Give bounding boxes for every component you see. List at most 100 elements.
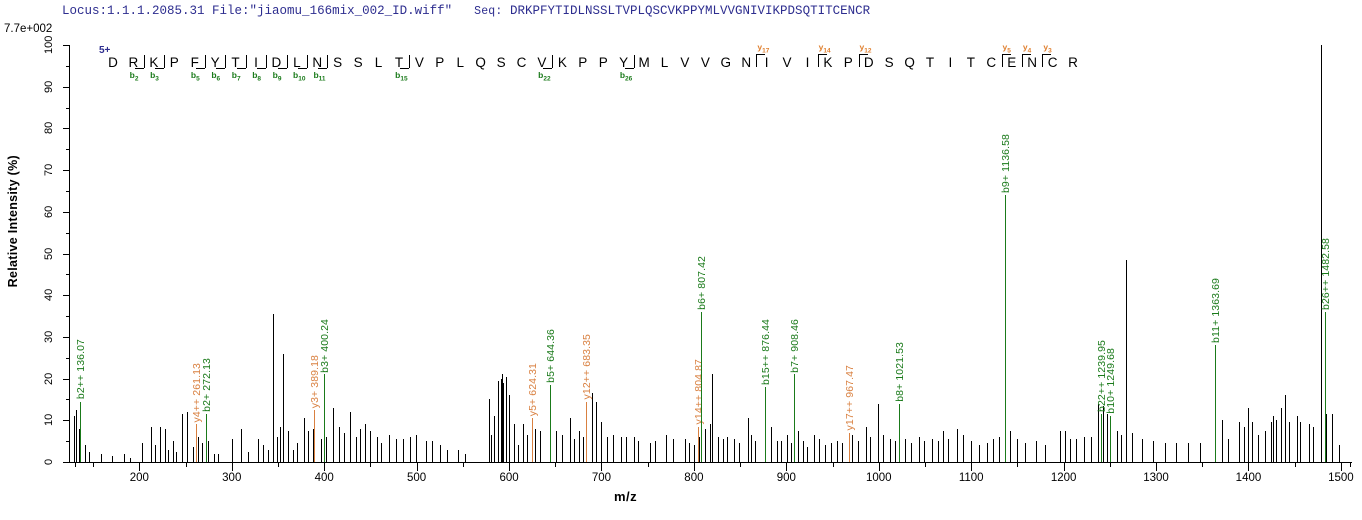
sequence-residue: V — [782, 55, 792, 70]
y-ion-label: y17 — [757, 42, 770, 55]
peak-label: b11+ 1363.69 — [1209, 278, 1222, 344]
y-tick-minor — [66, 274, 70, 276]
locus-text: Locus:1.1.1.2085.31 — [62, 4, 205, 18]
y-tick-minor — [66, 357, 70, 359]
spectrum-peak — [633, 436, 635, 462]
x-tick — [693, 463, 695, 471]
charge-state-label: 5+ — [99, 45, 111, 56]
x-tick-label: 300 — [222, 472, 242, 484]
spectrum-peak — [717, 436, 719, 462]
sequence-residue: T — [966, 55, 975, 70]
spectrum-peak — [192, 447, 194, 462]
spectrum-peak — [1280, 407, 1282, 462]
y-tick — [63, 462, 70, 463]
spectrum-peak — [1097, 403, 1099, 462]
spectrum-peak — [181, 414, 183, 462]
x-tick-label: 1200 — [1050, 472, 1077, 484]
annotated-peak — [586, 401, 588, 462]
x-tick-minor — [277, 463, 279, 467]
sequence-residue: I — [254, 55, 258, 70]
spectrum-peak — [1331, 414, 1333, 462]
y-tick — [63, 211, 70, 213]
spectrum-plot-area[interactable]: b2++ 136.07 y4++ 261.13 b2+ 272.13 y3+ 389.… — [70, 45, 1352, 462]
x-tick-minor — [370, 463, 372, 467]
spectrum-peak — [76, 409, 78, 462]
spectrum-peak — [355, 436, 357, 462]
spectrum-peak — [1270, 422, 1272, 462]
spectrum-peak — [165, 428, 167, 462]
sequence-residue: C — [1047, 55, 1058, 70]
b-ion-foot — [624, 68, 634, 69]
annotated-peak — [1100, 414, 1102, 462]
sequence-residue: V — [414, 55, 424, 70]
b-ion-label: b11 — [313, 70, 326, 83]
spectrum-peak — [197, 436, 199, 462]
y-tick — [63, 170, 70, 172]
spectrum-peak — [570, 418, 572, 462]
sequence-residue: S — [884, 55, 894, 70]
spectrum-peak — [1064, 430, 1066, 462]
annotated-peak — [80, 401, 82, 462]
x-tick-minor — [555, 463, 557, 467]
y-tick-minor — [66, 232, 70, 234]
spectrum-peak — [1276, 420, 1278, 462]
spectrum-peak — [321, 439, 323, 462]
spectrum-peak — [1188, 443, 1190, 462]
peak-label: y5+ 624.31 — [526, 362, 539, 417]
sequence-residue: T — [394, 55, 404, 70]
spectrum-peak — [638, 441, 640, 462]
peak-label: b3+ 400.24 — [319, 318, 332, 373]
annotated-peak — [1109, 416, 1111, 462]
sequence-residue: V — [537, 55, 547, 70]
y-tick-label: 60 — [43, 205, 55, 218]
sequence-residue: P — [578, 55, 588, 70]
spectrum-peak — [509, 395, 511, 462]
spectrum-peak — [911, 443, 913, 462]
annotated-peak — [1005, 195, 1006, 462]
y-tick-minor — [66, 149, 70, 151]
file-text: File:"jiaomu_166mix_002_ID.wiff" — [212, 4, 453, 18]
y-ion-label: y4 — [1022, 42, 1032, 55]
spectrum-peak — [1300, 422, 1302, 462]
spectrum-peak — [937, 441, 939, 462]
sequence-residue: Q — [904, 55, 915, 70]
sequence-text: DRKPFYTIDLNSSLTVPLQSCVKPPYMLVVGNIVIKPDSQ… — [510, 4, 871, 18]
peak-label: b26++ 1482.58 — [1319, 237, 1332, 310]
spectrum-peak — [841, 443, 843, 462]
sequence-residue: S — [333, 55, 343, 70]
spectrum-peak — [830, 443, 832, 462]
b-ion-foot — [318, 68, 328, 69]
b-ion-tick — [266, 55, 268, 68]
spectrum-peak — [1247, 407, 1249, 462]
x-tick-minor — [924, 463, 926, 467]
y-tick-minor — [66, 107, 70, 109]
spectrum-peak — [1132, 432, 1134, 462]
annotated-peak — [764, 386, 766, 462]
spectrum-peak — [513, 424, 515, 462]
spectrum-peak — [151, 426, 153, 462]
spectrum-peak — [248, 451, 250, 462]
spectrum-peak — [780, 441, 782, 462]
sequence-residue: K — [823, 55, 833, 70]
spectrum-peak — [601, 422, 603, 462]
x-tick — [509, 463, 511, 471]
spectrum-peak — [962, 434, 964, 462]
spectrum-peak — [1296, 416, 1298, 462]
b-ion-foot — [216, 68, 226, 69]
spectrum-peak — [649, 443, 651, 462]
spectrum-header: Locus:1.1.1.2085.31 File:"jiaomu_166mix_… — [0, 4, 1362, 24]
spectrum-peak — [722, 439, 724, 462]
spectrum-peak — [518, 445, 520, 462]
b-ion-label: b9 — [272, 70, 282, 83]
spectrum-peak — [865, 426, 867, 462]
spectrum-peak — [540, 430, 542, 462]
x-axis-ticks: 200 300 400 500 600 700 800 900 1000 1100 1200 1300… — [0, 463, 1362, 489]
sequence-residue: N — [741, 55, 752, 70]
y-axis-title: Relative Intensity (%) — [6, 155, 20, 288]
spectrum-peak — [1024, 443, 1026, 462]
spectrum-peak — [370, 430, 372, 462]
spectrum-peak — [790, 443, 792, 462]
y-tick-label: 100 — [43, 35, 55, 55]
spectrum-peak — [1239, 422, 1241, 462]
